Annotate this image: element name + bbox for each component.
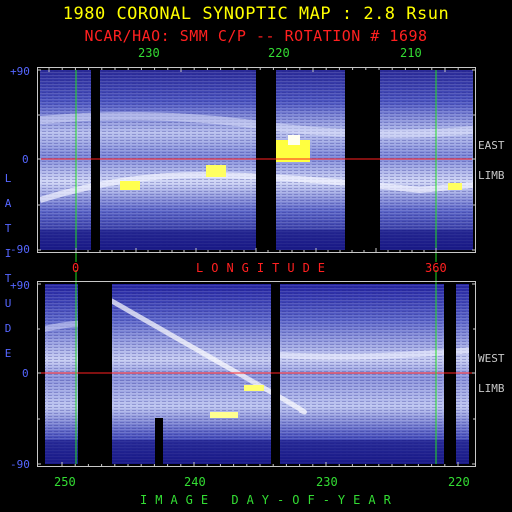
bottom-day-tick-220: 220 bbox=[448, 475, 470, 489]
day-of-year-axis-label: IMAGE DAY-OF-YEAR bbox=[140, 493, 399, 507]
top-lat-tick-0: 0 bbox=[22, 153, 29, 166]
latitude-label-letter: T bbox=[4, 272, 12, 285]
bottom-day-tick-250: 250 bbox=[54, 475, 76, 489]
top-day-tick-220: 220 bbox=[268, 46, 290, 60]
bottom-panel-day-ticks bbox=[61, 462, 459, 467]
longitude-axis-label: LONGITUDE bbox=[196, 261, 334, 275]
latitude-label-letter: D bbox=[4, 322, 12, 335]
bottom-lat-tick-minus90: -90 bbox=[10, 458, 30, 471]
bottom-panel-frame bbox=[37, 281, 476, 467]
map-subtitle: NCAR/HAO: SMM C/P -- ROTATION # 1698 bbox=[84, 27, 428, 45]
west-limb-label-line2: LIMB bbox=[478, 382, 505, 395]
bottom-lat-tick-plus90: +90 bbox=[10, 279, 30, 292]
top-day-tick-230: 230 bbox=[138, 46, 160, 60]
top-day-tick-210: 210 bbox=[400, 46, 422, 60]
longitude-tick-0: 0 bbox=[72, 261, 80, 275]
top-panel-longitude-ticks bbox=[75, 248, 437, 253]
bottom-day-tick-240: 240 bbox=[184, 475, 206, 489]
latitude-label-letter: E bbox=[4, 347, 12, 360]
top-map-panel bbox=[40, 70, 473, 262]
latitude-label-letter: L bbox=[4, 172, 12, 185]
bottom-map-panel bbox=[40, 270, 473, 464]
longitude-tick-360: 360 bbox=[425, 261, 447, 275]
latitude-label-letter: A bbox=[4, 197, 12, 210]
latitude-label-letter: T bbox=[4, 222, 12, 235]
west-limb-label-line1: WEST bbox=[478, 352, 505, 365]
bottom-lat-tick-0: 0 bbox=[22, 367, 29, 380]
top-lat-tick-minus90: -90 bbox=[10, 243, 30, 256]
bottom-day-tick-230: 230 bbox=[316, 475, 338, 489]
top-lat-tick-plus90: +90 bbox=[10, 65, 30, 78]
east-limb-label-line1: EAST bbox=[478, 139, 505, 152]
latitude-label-letter: U bbox=[4, 297, 12, 310]
latitude-label-letter: I bbox=[4, 247, 12, 260]
east-limb-label-line2: LIMB bbox=[478, 169, 505, 182]
map-title: 1980 CORONAL SYNOPTIC MAP : 2.8 Rsun bbox=[62, 4, 450, 24]
top-panel-day-ticks bbox=[48, 67, 459, 72]
